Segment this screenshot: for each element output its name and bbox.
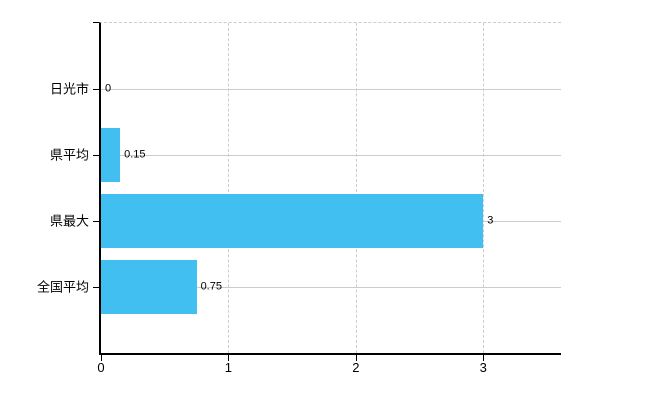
plot-area: 0 0.15 3 0.75 — [93, 22, 561, 361]
x-tick-label: 3 — [479, 360, 487, 375]
bar-value-label: 3 — [487, 214, 494, 227]
x-tick-label: 1 — [224, 360, 233, 375]
y-axis-tick — [93, 221, 99, 222]
bar-value-label: 0.15 — [124, 148, 146, 161]
y-axis-tick — [93, 287, 99, 288]
category-label-県最大: 県最大 — [49, 213, 89, 229]
bar-value-label: 0 — [105, 82, 112, 95]
vertical-gridline — [228, 23, 230, 353]
category-label-県平均: 県平均 — [49, 147, 89, 163]
vertical-gridline — [355, 23, 357, 353]
horizontal-gridline — [101, 89, 561, 90]
bar-県平均[interactable] — [101, 128, 121, 182]
y-axis-top-tick — [93, 22, 99, 23]
x-axis-tick — [355, 355, 357, 361]
category-label-日光市: 日光市 — [49, 81, 89, 97]
bar-県最大[interactable] — [101, 194, 484, 248]
bar-全国平均[interactable] — [101, 260, 197, 314]
x-axis-tick — [101, 355, 102, 361]
y-axis-tick — [93, 89, 99, 90]
horizontal-gridline — [101, 287, 561, 288]
x-tick-label: 0 — [97, 360, 105, 375]
x-axis-tick — [228, 355, 230, 361]
x-tick-label: 2 — [352, 360, 360, 375]
x-axis-tick — [483, 355, 485, 361]
category-label-全国平均: 全国平均 — [36, 279, 89, 295]
vertical-gridline — [483, 23, 485, 353]
bar-value-label: 0.75 — [200, 280, 222, 293]
y-axis-tick — [93, 155, 99, 156]
horizontal-gridline — [101, 155, 561, 156]
